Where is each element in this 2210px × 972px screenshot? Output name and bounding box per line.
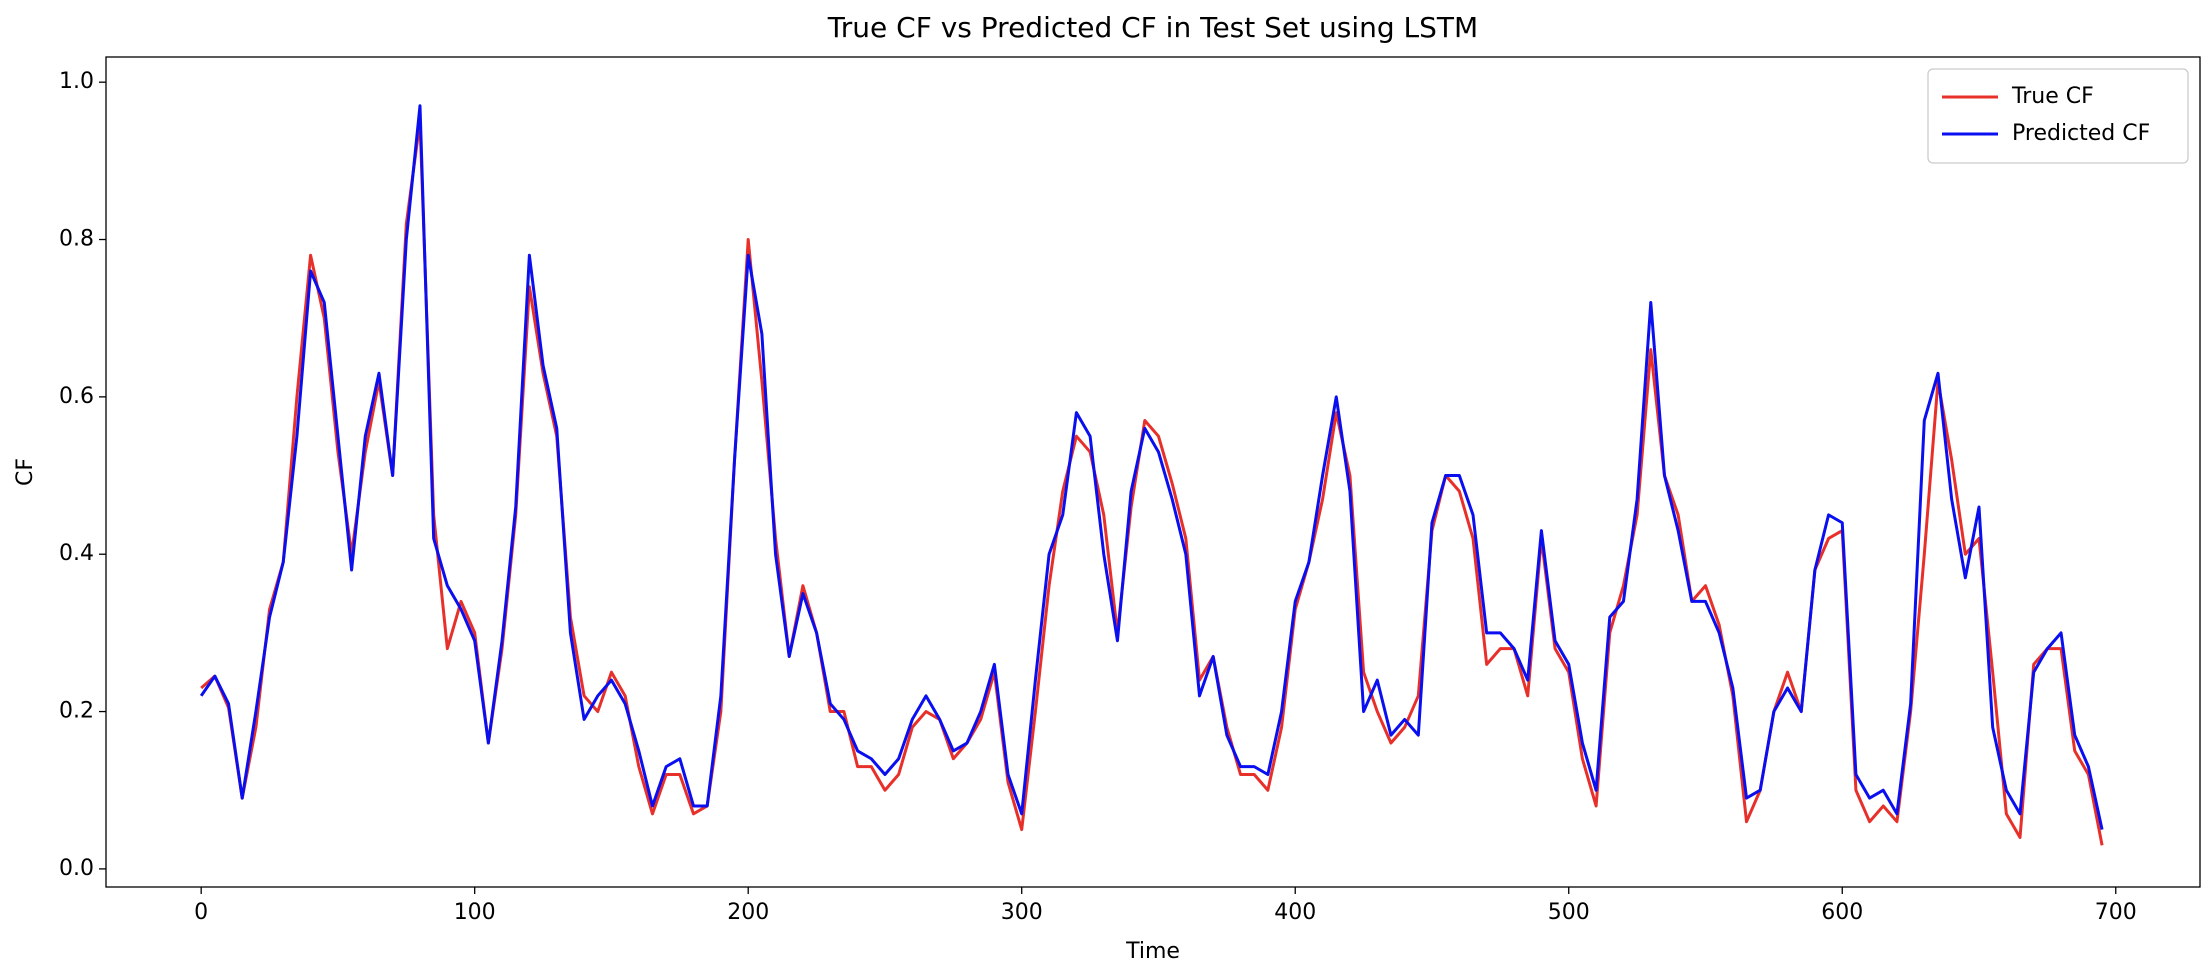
x-tick-label: 0 (194, 900, 208, 925)
x-tick-label: 600 (1821, 900, 1863, 925)
y-tick-label: 0.6 (59, 384, 94, 409)
y-tick-label: 0.2 (59, 699, 94, 724)
x-tick-label: 400 (1274, 900, 1316, 925)
y-tick-label: 0.8 (59, 227, 94, 252)
chart-title: True CF vs Predicted CF in Test Set usin… (827, 11, 1478, 44)
series-line (199, 104, 2104, 830)
y-tick-label: 0.0 (59, 856, 94, 881)
y-tick-label: 1.0 (59, 69, 94, 94)
plot-frame (105, 56, 2201, 888)
legend-label: True CF (2011, 84, 2094, 109)
x-tick-label: 300 (1001, 900, 1043, 925)
y-axis-label: CF (13, 458, 38, 486)
legend-box (1927, 68, 2189, 164)
x-axis-label: Time (1125, 939, 1180, 964)
x-tick-label: 700 (2095, 900, 2137, 925)
x-tick-label: 200 (727, 900, 769, 925)
x-tick-label: 100 (454, 900, 496, 925)
legend-label: Predicted CF (2012, 121, 2150, 146)
x-tick-label: 500 (1548, 900, 1590, 925)
y-tick-label: 0.4 (59, 541, 94, 566)
